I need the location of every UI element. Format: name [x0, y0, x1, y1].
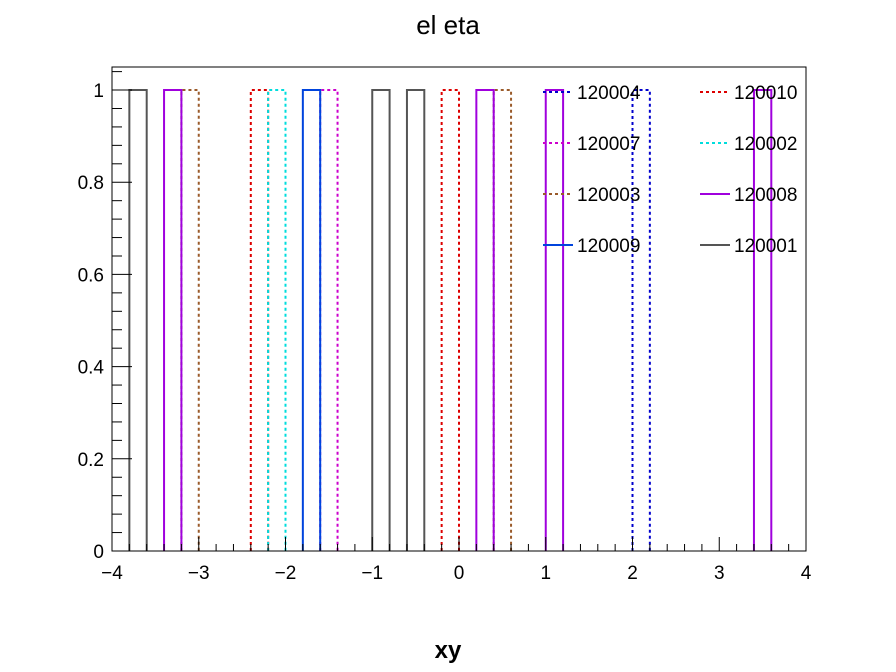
series-120007-bin [319, 89, 339, 551]
legend-label-120007: 120007 [577, 134, 640, 155]
y-tick-label: 0.6 [78, 265, 104, 286]
series-120003-bin [180, 89, 200, 551]
series-120008-bin [752, 89, 773, 551]
y-tick-label: 0 [93, 542, 104, 563]
series-120002-bin [267, 89, 287, 551]
y-tick-label: 0.2 [78, 450, 104, 471]
x-tick-label: −4 [101, 563, 123, 584]
legend-label-120010: 120010 [734, 83, 797, 104]
series-120008-bin [163, 89, 183, 551]
series-120001-bin [405, 89, 426, 551]
series-layer [128, 89, 773, 551]
legend: 120004 120010 120007 120002 120003 120008 1200… [543, 83, 797, 257]
series-120003-bin [492, 89, 513, 551]
ticks-layer: −4 −3 −2 −1 0 1 2 3 4 0 0.2 0.4 0.6 0.8 1 [78, 71, 812, 584]
series-120010-bin [440, 89, 460, 551]
series-120008-bin [475, 89, 495, 551]
x-tick-label: −1 [361, 563, 383, 584]
series-120004-bin [631, 89, 651, 551]
x-tick-label: 1 [540, 563, 551, 584]
x-tick-label: 2 [627, 563, 638, 584]
x-tick-label: −2 [275, 563, 297, 584]
series-120001-bin [371, 89, 391, 551]
series-120010-bin [249, 89, 270, 551]
x-tick-label: 0 [454, 563, 465, 584]
series-120008-bin [544, 89, 565, 551]
legend-label-120003: 120003 [577, 185, 640, 206]
legend-label-120001: 120001 [734, 236, 797, 257]
legend-label-120009: 120009 [577, 236, 640, 257]
x-axis-label: xy [435, 637, 462, 664]
x-tick-label: 4 [801, 563, 812, 584]
chart-title: el eta [416, 10, 480, 40]
y-tick-label: 1 [93, 81, 104, 102]
x-tick-label: 3 [714, 563, 725, 584]
legend-label-120002: 120002 [734, 134, 797, 155]
series-120001-bin [128, 89, 148, 551]
series-120009-bin [301, 89, 322, 551]
y-tick-label: 0.4 [78, 358, 105, 379]
legend-label-120008: 120008 [734, 185, 797, 206]
x-tick-label: −3 [188, 563, 210, 584]
legend-label-120004: 120004 [577, 83, 641, 104]
y-tick-label: 0.8 [78, 173, 104, 194]
